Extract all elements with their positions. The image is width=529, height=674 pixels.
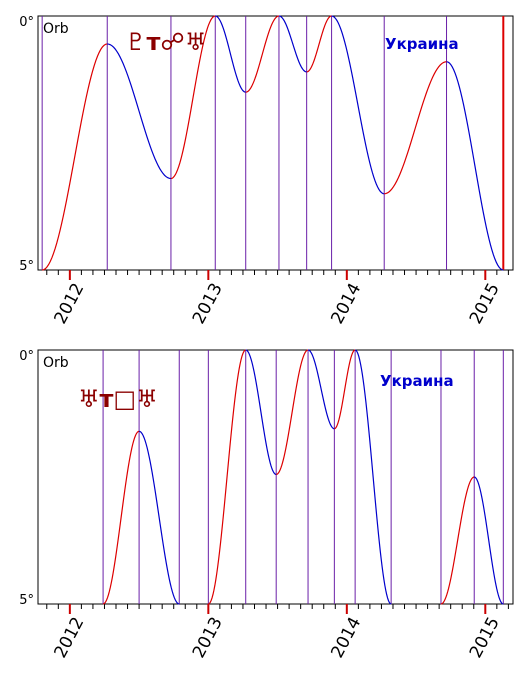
orb-label: Orb — [43, 21, 69, 37]
year-label-2014: 2014 — [327, 614, 365, 662]
orb-curve-segment — [245, 15, 280, 93]
year-label-2013: 2013 — [189, 614, 227, 662]
y-tick-label-bottom: 5° — [19, 259, 34, 274]
orb-curve-segment — [354, 349, 392, 605]
y-tick-label-bottom: 5° — [19, 593, 34, 608]
aspect-glyph-label: ♇ᴛ☍♅ — [125, 28, 206, 56]
orb-curve-segment — [306, 15, 332, 73]
orb-curve-segment — [245, 349, 277, 476]
orb-curve-segment — [276, 349, 309, 476]
location-label: Украина — [380, 372, 454, 390]
y-tick-label-top: 0° — [19, 349, 34, 364]
orb-curve-segment — [440, 476, 475, 605]
orb-chart-1: 0° 5° 2012 2013 2014 2015 Orb ♇ᴛ☍♅ Украина — [19, 15, 514, 328]
year-label-2015: 2015 — [466, 280, 504, 328]
year-label-2013: 2013 — [189, 280, 227, 328]
orb-curve-segment — [334, 349, 356, 430]
location-label: Украина — [385, 35, 459, 53]
orb-curve-segment — [307, 349, 335, 430]
orb-curve-segment — [446, 61, 504, 271]
orb-curve-segment — [278, 15, 307, 73]
year-label-2015: 2015 — [466, 614, 504, 662]
aspect-glyph-label: ♅ᴛ□♅ — [78, 385, 158, 413]
orb-curve-segment — [102, 430, 140, 605]
year-label-2012: 2012 — [50, 280, 88, 328]
year-label-2014: 2014 — [327, 280, 365, 328]
orb-curve-segment — [215, 15, 246, 93]
orb-curve-segment — [474, 476, 504, 605]
orb-curve-segment — [42, 43, 108, 271]
orb-label: Orb — [43, 355, 69, 371]
orb-curve-segment — [138, 430, 180, 605]
orb-curve-segment — [170, 15, 216, 180]
orb-curve-segment — [384, 61, 447, 195]
orb-curve-segment — [208, 349, 246, 605]
orb-chart-2: 0° 5° 2012 2013 2014 2015 Orb ♅ᴛ□♅ Украина — [19, 349, 514, 662]
y-tick-label-top: 0° — [19, 15, 34, 30]
orb-curve-segment — [107, 43, 172, 180]
year-label-2012: 2012 — [50, 614, 88, 662]
plot-frame — [37, 15, 514, 271]
orb-curve-segment — [331, 15, 385, 195]
plot-frame — [37, 349, 514, 605]
